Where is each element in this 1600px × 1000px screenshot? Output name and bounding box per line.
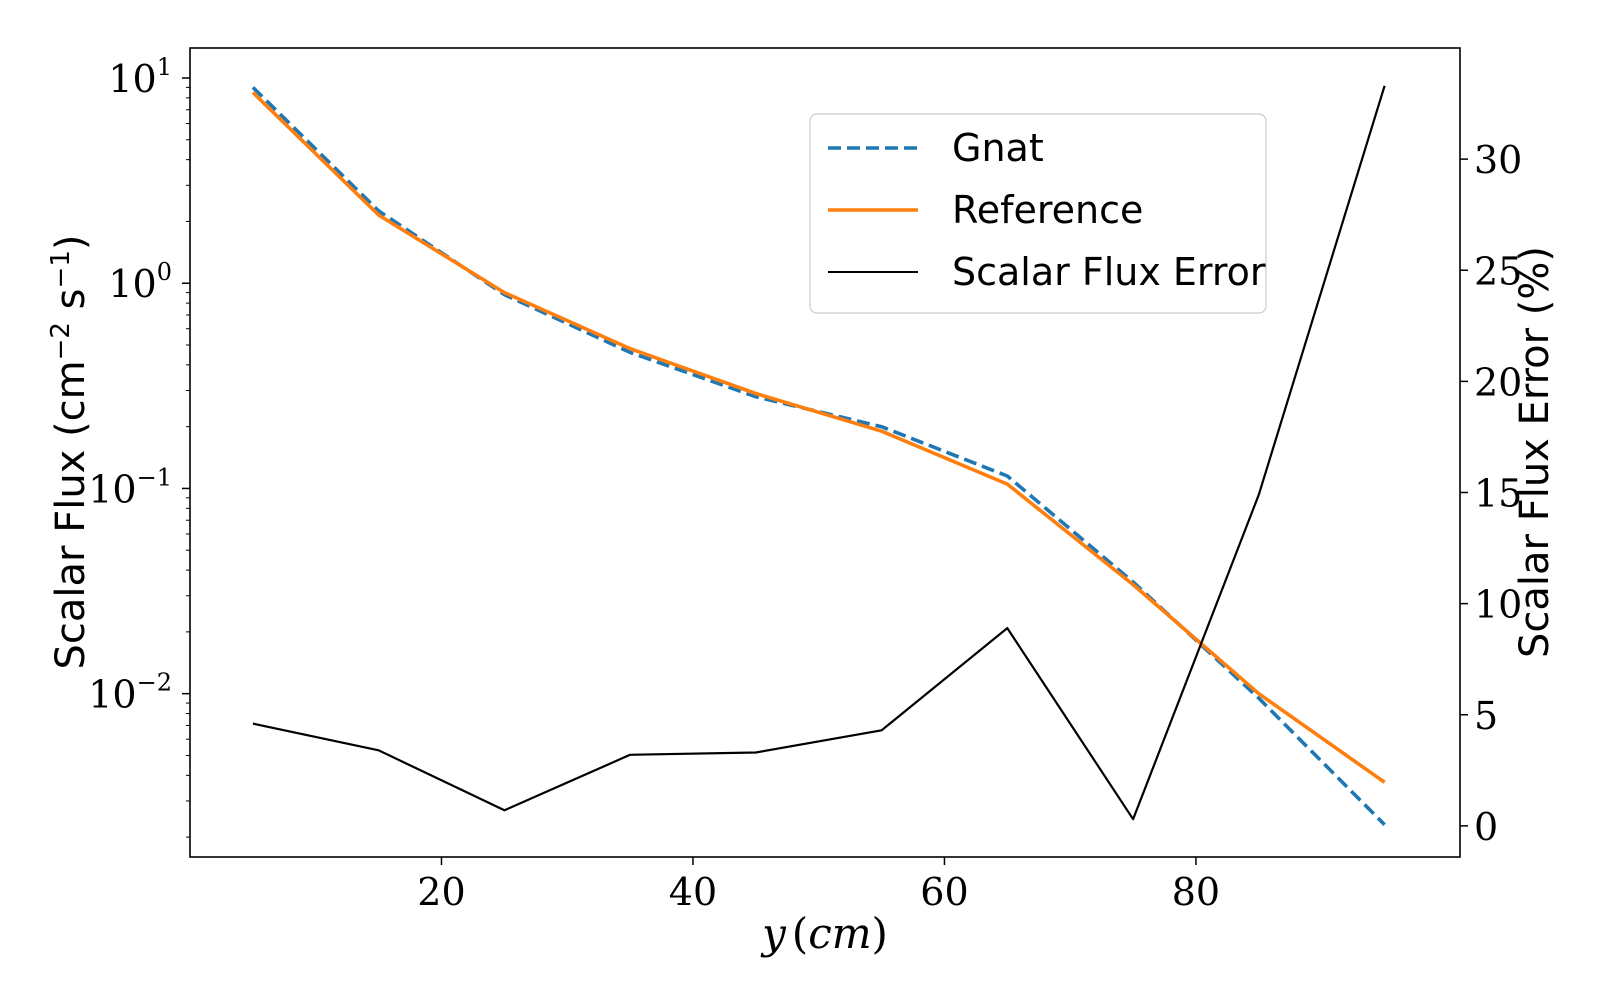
x-tick-label-0: 20 xyxy=(417,870,465,914)
legend-box xyxy=(809,113,1267,314)
y-axis-left: 10−2 10−1 100 101 xyxy=(88,53,190,838)
y-axis-label-right: Scalar Flux Error (%) xyxy=(1512,246,1558,658)
plot-frame xyxy=(189,47,1461,858)
y2-tick-label-4: 20 xyxy=(1474,360,1522,404)
legend: Gnat Reference Scalar Flux Error xyxy=(809,113,1267,314)
series-line-scalar-flux-error xyxy=(252,85,1386,821)
x-tick-label-3: 80 xyxy=(1172,870,1220,914)
y2-tick-label-0: 0 xyxy=(1474,805,1498,849)
x-axis-label: y (cm) xyxy=(760,909,888,958)
y-axis-right: 0 5 10 15 20 25 30 xyxy=(1460,138,1522,849)
y-axis-label-left: Scalar Flux (cm−2 s−1) xyxy=(46,235,94,670)
y-tick-label-2: 100 xyxy=(108,258,172,306)
y-tick-label-0: 10−2 xyxy=(88,669,172,717)
y-tick-label-1: 10−1 xyxy=(88,463,172,511)
series-line-reference xyxy=(251,91,1386,784)
legend-label-reference: Reference xyxy=(952,188,1143,232)
y2-tick-label-2: 10 xyxy=(1474,583,1522,627)
legend-label-error: Scalar Flux Error xyxy=(952,250,1266,294)
legend-label-gnat: Gnat xyxy=(952,126,1044,170)
x-axis-label-unit: cm xyxy=(808,909,871,958)
series-layer xyxy=(251,85,1386,826)
x-axis: 20 40 60 80 xyxy=(417,857,1220,914)
x-tick-label-2: 60 xyxy=(920,870,968,914)
x-axis-label-var: y xyxy=(760,909,787,958)
y2-tick-label-5: 25 xyxy=(1474,249,1522,293)
x-tick-label-1: 40 xyxy=(669,870,717,914)
y-tick-label-3: 101 xyxy=(108,53,172,101)
y2-tick-label-3: 15 xyxy=(1474,472,1522,516)
y2-tick-label-6: 30 xyxy=(1474,138,1522,182)
y2-tick-label-1: 5 xyxy=(1474,694,1498,738)
